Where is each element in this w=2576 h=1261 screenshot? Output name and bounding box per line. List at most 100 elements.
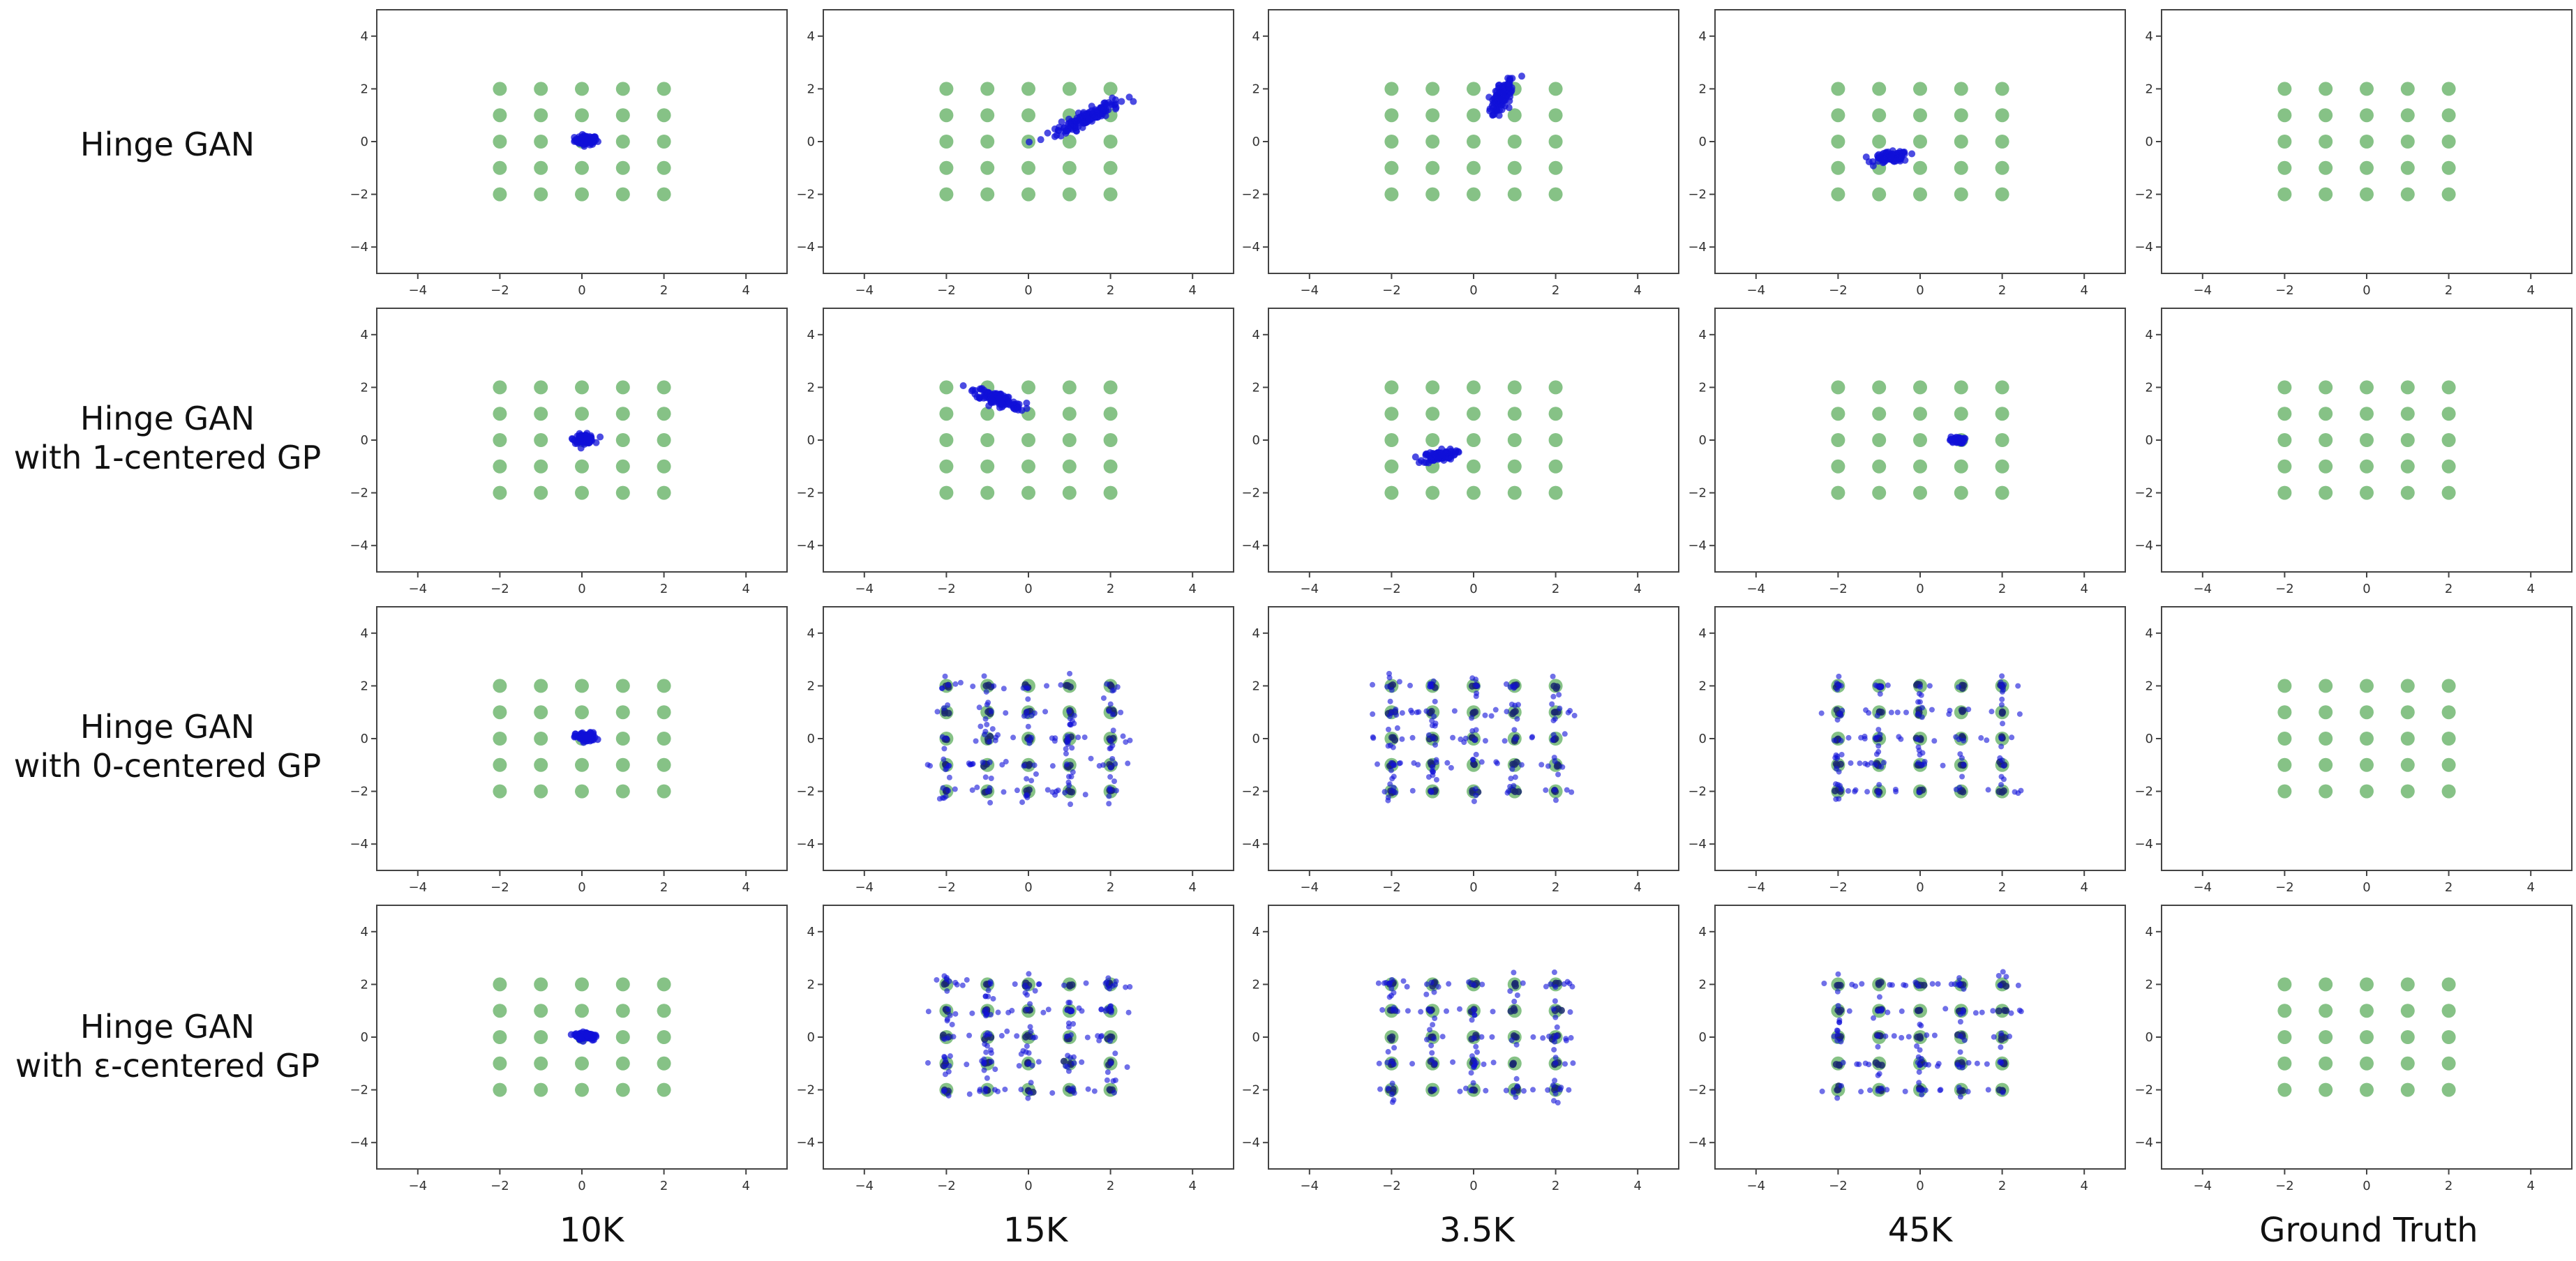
real-data-point <box>534 380 548 395</box>
generated-point <box>1024 685 1030 691</box>
generated-point <box>1507 988 1513 995</box>
column-label-10k: 10K <box>559 1211 624 1250</box>
real-data-point <box>575 187 589 202</box>
real-data-point <box>575 407 589 421</box>
real-data-point <box>1548 407 1563 421</box>
generated-point <box>1959 707 1967 714</box>
y-tick-label: −2 <box>350 785 368 799</box>
real-data-point <box>1954 160 1968 175</box>
generated-point <box>1555 1099 1561 1105</box>
real-data-point <box>2360 977 2374 992</box>
generated-point <box>1433 757 1439 763</box>
y-tick-label: −2 <box>1688 1083 1707 1098</box>
generated-point <box>1997 1059 2003 1066</box>
generated-point <box>1389 1085 1397 1093</box>
generated-point <box>1991 1034 1997 1040</box>
x-tick-label: 2 <box>1107 1179 1114 1193</box>
real-data-point <box>1831 485 1845 500</box>
generated-point <box>1492 707 1499 713</box>
panel-r4-c2: −4 −2 0 2 4 −4 −2 0 2 4 <box>796 905 1234 1193</box>
generated-point <box>1915 1006 1923 1014</box>
y-tick-label: 2 <box>2146 977 2153 992</box>
generated-point <box>989 1059 995 1065</box>
real-data-point <box>1831 108 1845 123</box>
real-data-point <box>1425 187 1440 202</box>
generated-point <box>1947 707 1953 713</box>
generated-point <box>966 1032 973 1039</box>
generated-point <box>1961 762 1967 768</box>
real-data-point <box>534 160 548 175</box>
real-data-point <box>2441 732 2456 746</box>
generated-point <box>1100 106 1107 114</box>
real-data-point <box>1062 407 1077 421</box>
generated-point <box>976 704 982 711</box>
real-data-point <box>2277 82 2292 96</box>
panel-r1-c1: −4 −2 0 2 4 −4 −2 0 2 4 <box>350 9 788 298</box>
generated-point <box>980 759 986 765</box>
generated-point <box>1389 1099 1395 1105</box>
panel-r4-c4: −4 −2 0 2 4 −4 −2 0 2 4 <box>1688 905 2126 1193</box>
generated-point <box>1818 710 1825 716</box>
generated-point <box>1474 1049 1481 1055</box>
real-data-point <box>657 757 671 772</box>
real-data-point <box>1384 108 1399 123</box>
generated-point <box>1035 1059 1042 1065</box>
generated-point <box>1111 687 1117 693</box>
generated-point <box>1875 743 1882 749</box>
generated-point <box>576 1032 583 1040</box>
real-data-point <box>1954 187 1968 202</box>
generated-point <box>1511 727 1518 733</box>
real-data-point <box>1384 160 1399 175</box>
generated-point <box>1069 1008 1075 1014</box>
x-tick-label: −4 <box>1747 582 1766 596</box>
y-tick-label: 4 <box>807 29 815 44</box>
generated-point <box>1878 764 1885 770</box>
generated-point <box>924 1059 931 1066</box>
generated-point <box>1024 776 1030 782</box>
generated-point <box>1984 737 1990 743</box>
real-data-point <box>939 407 954 421</box>
real-data-point <box>2441 977 2456 992</box>
generated-point <box>1520 980 1526 986</box>
generated-point <box>1469 1017 1475 1023</box>
generated-point <box>1985 1087 1991 1093</box>
generated-point <box>1388 687 1395 693</box>
generated-point <box>1098 1033 1104 1039</box>
real-data-point <box>1021 433 1035 447</box>
generated-point <box>1389 681 1397 688</box>
generated-point <box>1124 1064 1130 1070</box>
generated-point <box>1026 971 1032 977</box>
real-data-point <box>1103 160 1118 175</box>
y-tick-label: 4 <box>361 925 368 939</box>
generated-point <box>1838 737 1844 743</box>
generated-point <box>1518 73 1526 80</box>
real-data-point <box>980 187 995 202</box>
generated-point <box>1388 985 1395 991</box>
generated-point <box>1010 405 1018 412</box>
generated-point <box>1960 1010 1966 1016</box>
y-tick-label: 2 <box>807 977 815 992</box>
x-tick-label: 2 <box>1998 283 2006 298</box>
generated-point <box>1425 732 1432 738</box>
x-tick-label: 2 <box>1998 1179 2006 1193</box>
generated-point <box>1985 787 1991 793</box>
real-data-point <box>2400 459 2415 474</box>
generated-point <box>1931 738 1938 744</box>
generated-point <box>1027 1090 1033 1096</box>
real-data-point <box>1425 82 1440 96</box>
real-data-point <box>575 705 589 720</box>
real-data-point <box>493 187 507 202</box>
generated-point <box>1118 98 1125 105</box>
y-tick-label: −4 <box>2134 538 2153 553</box>
generated-point <box>1023 399 1031 407</box>
x-tick-label: 0 <box>578 880 585 895</box>
x-tick-label: 0 <box>1916 1179 1924 1193</box>
generated-point <box>1555 771 1562 778</box>
real-data-point <box>534 1030 548 1044</box>
real-data-point <box>1467 135 1481 149</box>
generated-point <box>1961 986 1967 992</box>
real-data-point <box>657 485 671 500</box>
generated-point <box>943 1057 949 1064</box>
generated-point <box>1879 1006 1885 1013</box>
generated-point <box>970 684 976 690</box>
